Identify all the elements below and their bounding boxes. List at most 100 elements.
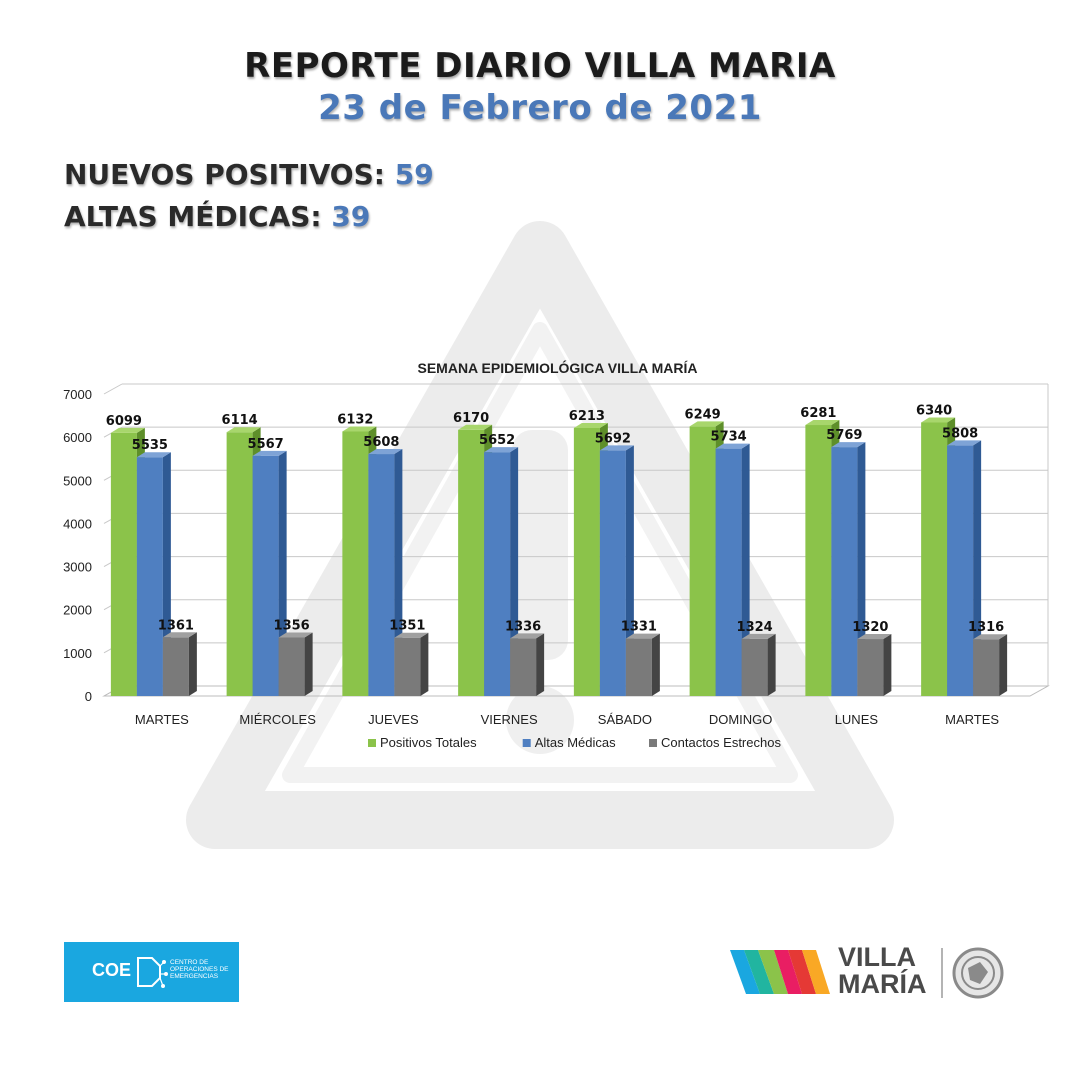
data-label: 5652 xyxy=(479,433,515,448)
bar-side xyxy=(883,634,892,696)
coe-logo-text: COE xyxy=(92,960,132,980)
x-tick-label: MIÉRCOLES xyxy=(239,712,316,727)
data-label: 6170 xyxy=(453,411,489,426)
bar-side xyxy=(420,632,429,696)
bar-top xyxy=(252,450,287,456)
bar-top xyxy=(110,427,145,433)
bar-top xyxy=(741,633,776,639)
legend-swatch xyxy=(368,739,376,747)
data-label: 1324 xyxy=(737,620,773,635)
bar xyxy=(689,426,716,696)
y-tick-label: 7000 xyxy=(63,387,92,402)
bar xyxy=(136,457,163,696)
bar-top xyxy=(947,440,982,446)
discharges-value: 39 xyxy=(331,200,371,233)
bar xyxy=(599,450,626,696)
x-tick-label: DOMINGO xyxy=(709,712,773,727)
bar-side xyxy=(304,632,313,696)
bar xyxy=(252,455,279,696)
bar xyxy=(947,445,974,696)
legend-label: Positivos Totales xyxy=(380,735,477,750)
bar-top xyxy=(715,443,750,449)
coe-logo-subtitle: CENTRO DE OPERACIONES DE EMERGENCIAS xyxy=(170,959,229,980)
data-label: 6099 xyxy=(106,414,142,429)
x-tick-label: MARTES xyxy=(945,712,999,727)
bar xyxy=(741,638,768,696)
y-tick-label: 1000 xyxy=(63,646,92,661)
bar-top xyxy=(162,632,197,638)
x-tick-label: JUEVES xyxy=(368,712,419,727)
data-label: 1361 xyxy=(158,618,194,633)
bar-top xyxy=(831,442,866,448)
report-title: REPORTE DIARIO VILLA MARIA xyxy=(244,46,836,86)
bar xyxy=(625,638,652,696)
bar xyxy=(715,448,742,696)
new-positives-value: 59 xyxy=(394,158,434,191)
y-tick-label: 2000 xyxy=(63,603,92,618)
bar xyxy=(510,638,537,696)
y-tick-label: 5000 xyxy=(63,473,92,488)
bar xyxy=(921,422,948,696)
data-label: 1351 xyxy=(389,619,425,634)
bar-side xyxy=(651,633,660,696)
coe-network-icon xyxy=(137,957,168,988)
data-label: 6213 xyxy=(569,409,605,424)
bar-side xyxy=(999,634,1008,696)
legend-swatch xyxy=(649,739,657,747)
bar-side xyxy=(188,632,197,696)
bar-side xyxy=(625,445,634,696)
new-positives-label: NUEVOS POSITIVOS: xyxy=(64,158,385,191)
bar xyxy=(484,452,511,696)
bar xyxy=(394,637,421,696)
bar-top xyxy=(625,633,660,639)
bar-top xyxy=(394,632,429,638)
discharges-label: ALTAS MÉDICAS: xyxy=(64,200,322,233)
bar xyxy=(458,429,485,696)
x-tick-label: MARTES xyxy=(135,712,189,727)
data-label: 1331 xyxy=(621,620,657,635)
bar-top xyxy=(368,449,403,455)
report-date: 23 de Febrero de 2021 xyxy=(318,88,762,128)
data-label: 5608 xyxy=(363,435,399,450)
bar-top xyxy=(573,422,608,428)
data-label: 6281 xyxy=(800,406,836,421)
x-tick-label: SÁBADO xyxy=(598,712,652,727)
bar xyxy=(973,639,1000,696)
data-label: 1336 xyxy=(505,619,541,634)
bar xyxy=(342,431,369,696)
data-label: 1320 xyxy=(852,620,888,635)
grid-diagonal xyxy=(103,383,123,395)
coe-logo: COE CENTRO DE OPERACIONES DE EMERGENCIAS xyxy=(64,942,239,1002)
data-label: 6340 xyxy=(916,403,952,418)
y-tick-label: 0 xyxy=(85,689,92,704)
data-label: 1356 xyxy=(274,618,310,633)
bar-top xyxy=(484,447,519,453)
bar-top xyxy=(805,420,840,426)
y-tick-label: 4000 xyxy=(63,516,92,531)
bar xyxy=(857,639,884,696)
bar-side xyxy=(741,443,750,696)
bar-top xyxy=(599,445,634,451)
bar-top xyxy=(857,634,892,640)
data-label: 6114 xyxy=(222,413,258,428)
legend-label: Contactos Estrechos xyxy=(661,735,781,750)
bar xyxy=(162,637,189,696)
data-label: 5535 xyxy=(132,438,168,453)
bar xyxy=(278,637,305,696)
data-label: 1316 xyxy=(968,620,1004,635)
bar-top xyxy=(136,452,171,458)
bar xyxy=(226,432,253,696)
villa-maria-logo-text: VILLA MARÍA xyxy=(838,942,927,999)
data-label: 5769 xyxy=(826,428,862,443)
bar-top xyxy=(510,633,545,639)
bar-top xyxy=(921,417,956,423)
data-label: 5692 xyxy=(595,431,631,446)
bar xyxy=(805,425,832,696)
bar-top xyxy=(226,427,261,433)
chart-title: SEMANA EPIDEMIOLÓGICA VILLA MARÍA xyxy=(417,360,698,376)
bar-top xyxy=(458,424,493,430)
data-label: 6132 xyxy=(337,412,373,427)
x-tick-label: LUNES xyxy=(835,712,879,727)
legend-swatch xyxy=(522,739,531,747)
y-tick-label: 6000 xyxy=(63,430,92,445)
